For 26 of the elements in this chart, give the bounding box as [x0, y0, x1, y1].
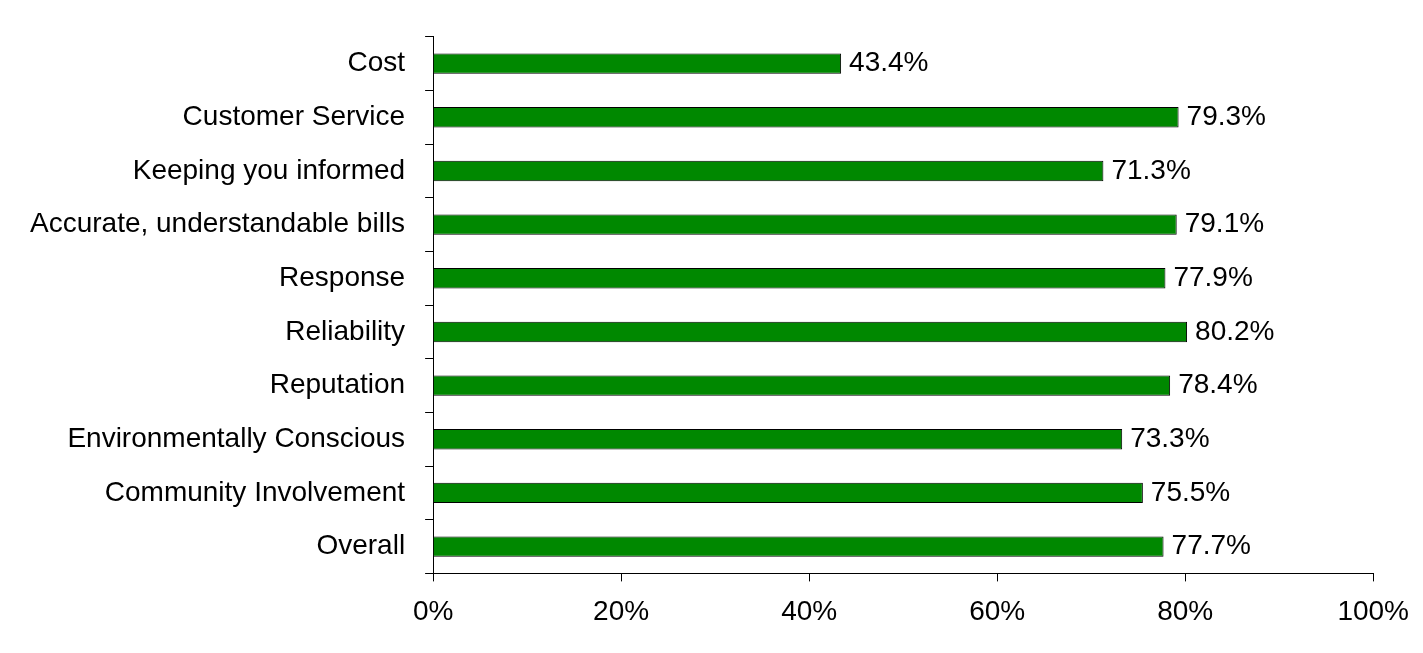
data-label: 77.9%: [1173, 260, 1253, 292]
x-tick-label: 100%: [1337, 594, 1410, 626]
y-tick-label: Community Involvement: [104, 475, 406, 507]
x-tick-label: 0%: [412, 594, 454, 626]
x-tick-label: 20%: [593, 594, 650, 626]
data-label: 79.1%: [1184, 207, 1265, 239]
y-tick-label: Reputation: [269, 368, 406, 400]
x-tick-label: 40%: [781, 594, 838, 626]
y-tick-label: Environmentally Conscious: [67, 421, 406, 453]
data-label: 73.3%: [1130, 421, 1210, 453]
data-label: 78.4%: [1178, 368, 1258, 400]
y-tick-label: Accurate, understandable bills: [29, 207, 406, 239]
y-tick-label: Response: [279, 260, 406, 292]
y-tick-label: Overall: [316, 529, 406, 561]
x-tick-label: 60%: [969, 594, 1026, 626]
data-label: 77.7%: [1171, 529, 1251, 561]
data-label: 79.3%: [1186, 100, 1266, 132]
y-tick-label: Customer Service: [182, 100, 406, 132]
y-tick-label: Keeping you informed: [132, 153, 406, 185]
data-label: 71.3%: [1111, 153, 1191, 185]
y-tick-label: Reliability: [285, 314, 406, 346]
data-label: 75.5%: [1150, 475, 1231, 507]
data-label: 43.4%: [849, 46, 929, 78]
y-tick-label: Cost: [347, 46, 406, 78]
x-tick-label: 80%: [1157, 594, 1214, 626]
data-label: 80.2%: [1195, 314, 1275, 346]
